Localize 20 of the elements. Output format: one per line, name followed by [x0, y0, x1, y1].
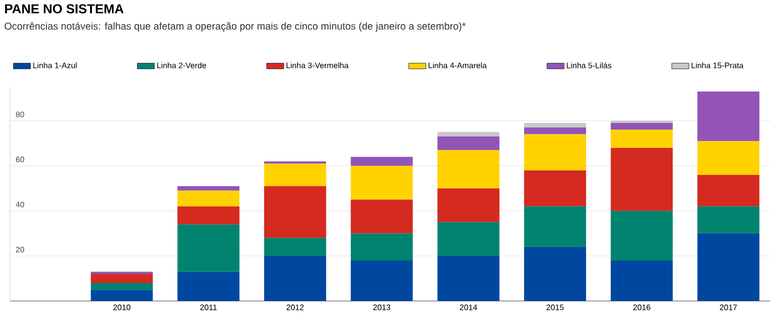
chart-title: PANE NO SISTEMA — [5, 4, 124, 14]
legend-label: Linha 15-Prata — [692, 62, 744, 68]
x-tick-label: 2015 — [546, 304, 564, 310]
x-tick-label: 2010 — [113, 304, 130, 310]
legend-label: Linha 2-Verde — [157, 62, 206, 68]
x-tick-label: 2013 — [373, 304, 390, 310]
y-tick-label: 60 — [16, 156, 24, 162]
legend-label: Linha 5-Lilás — [566, 62, 612, 68]
chart-subtitle: Ocorrências notáveis: falhas que afetam a operação por mais de cinco minutos (de janeiro a setembro)* — [4, 22, 466, 32]
x-tick-label: 2017 — [720, 304, 737, 310]
legend-label: Linha 1-Azul — [33, 62, 77, 68]
y-tick-label: 80 — [16, 112, 24, 118]
x-tick-label: 2011 — [200, 304, 217, 310]
x-tick-label: 2014 — [460, 304, 478, 310]
legend-label: Linha 3-Vermelha — [286, 62, 349, 68]
x-tick-label: 2016 — [633, 304, 650, 310]
y-tick-label: 40 — [16, 202, 24, 208]
y-tick-label: 20 — [16, 246, 24, 252]
legend-label: Linha 4-Amarela — [428, 62, 487, 68]
x-tick-label: 2012 — [286, 304, 304, 310]
